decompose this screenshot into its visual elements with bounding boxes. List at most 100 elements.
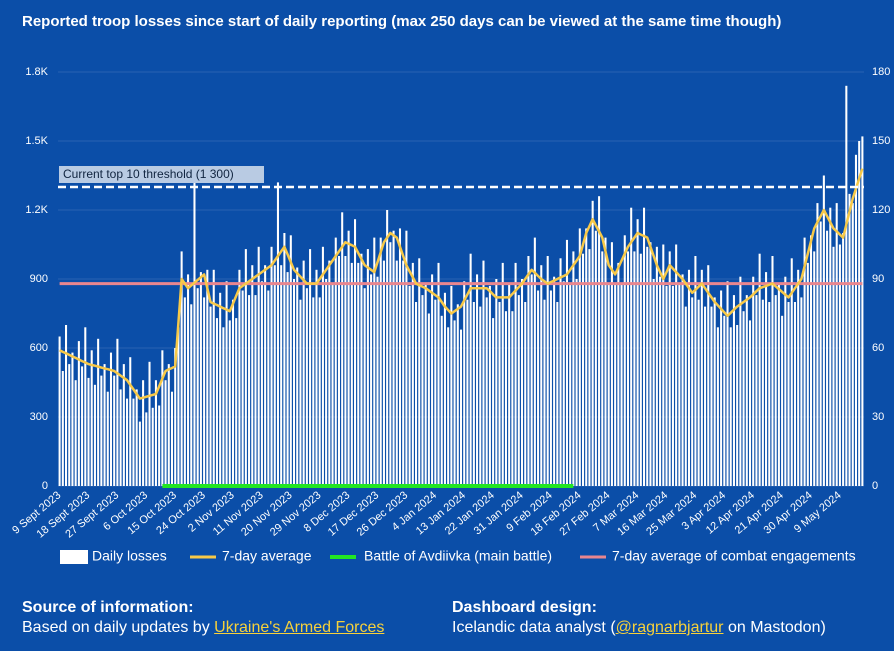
y2-tick-label: 60 [872,342,884,354]
bar [466,299,469,486]
bar [267,290,270,486]
bar [520,279,524,486]
bar [851,203,854,486]
bar [68,364,71,486]
bar [415,302,418,486]
bar [569,283,572,486]
bar [180,251,183,486]
bar [732,295,735,486]
bar [312,297,315,486]
source-link[interactable]: Ukraine's Armed Forces [214,619,385,636]
y-tick-label: 1.5K [25,135,48,147]
legend-swatch [60,550,88,564]
bar [517,295,520,486]
bar [241,290,244,486]
bar [495,279,498,486]
bar [331,283,334,486]
bar [77,341,80,486]
design-block: Dashboard design: Icelandic data analyst… [452,598,826,638]
bar [219,292,222,486]
design-heading: Dashboard design: [452,599,597,616]
bar [154,380,157,486]
bar [556,302,559,486]
design-link[interactable]: @ragnarbjartur [615,619,724,636]
bar [103,364,106,486]
y2-tick-label: 90 [872,273,884,285]
bar [456,304,459,486]
bar [283,233,286,486]
bar [620,283,623,486]
bar [341,212,344,487]
bar [164,380,167,486]
bar [122,364,125,486]
threshold-label: Current top 10 threshold (1 300) [63,167,234,181]
bar [350,262,353,486]
bar [238,269,241,486]
bar [739,276,742,486]
bar [549,290,552,486]
bar [305,288,308,486]
bar [325,279,328,486]
bar [90,350,93,486]
bar [193,168,196,486]
y-tick-label: 900 [30,273,48,285]
bar [138,421,141,486]
bar [309,249,312,486]
bar [209,306,212,486]
y2-tick-label: 30 [872,411,884,423]
bar [559,258,562,486]
bar [726,281,729,486]
source-heading: Source of information: [22,599,194,616]
bar [492,318,495,486]
bar [476,274,479,486]
bar [366,249,369,486]
bar [533,237,536,486]
bar [527,256,530,486]
bar [514,262,517,486]
y-tick-label: 600 [30,342,48,354]
bar [395,260,398,486]
legend-label: Daily losses [92,548,167,564]
bar [357,262,360,486]
design-text-after: on Mastodon) [727,619,826,636]
bar [434,299,437,486]
y2-tick-label: 150 [872,135,890,147]
bar [148,361,151,486]
bar [594,230,597,486]
bar [459,329,463,486]
bar [649,242,652,486]
chart-title: Reported troop losses since start of dai… [22,13,781,30]
bar [273,265,276,486]
bar [691,297,694,486]
bar [745,295,748,486]
bar [630,207,633,486]
bar [106,391,109,486]
bar [768,302,771,486]
bar [633,251,636,486]
bar [562,281,565,486]
bar [337,256,341,486]
bar [482,260,485,486]
design-text: Icelandic data analyst ( [452,619,616,636]
bar [248,295,251,486]
bar [713,297,716,486]
bar [142,380,145,486]
bar [755,295,758,486]
bar [174,348,177,486]
y-tick-label: 1.2K [25,204,48,216]
bar [302,260,305,486]
bar [376,276,379,486]
bar [655,246,658,486]
bar [809,235,813,486]
bar [572,251,575,486]
y-tick-label: 0 [42,480,48,492]
bar [183,297,186,486]
bar [508,283,511,486]
bar [710,306,713,486]
bar [389,242,392,486]
bar [675,244,678,486]
bar [800,297,803,486]
bar [614,283,617,486]
bar [334,237,337,486]
bar [819,221,822,486]
